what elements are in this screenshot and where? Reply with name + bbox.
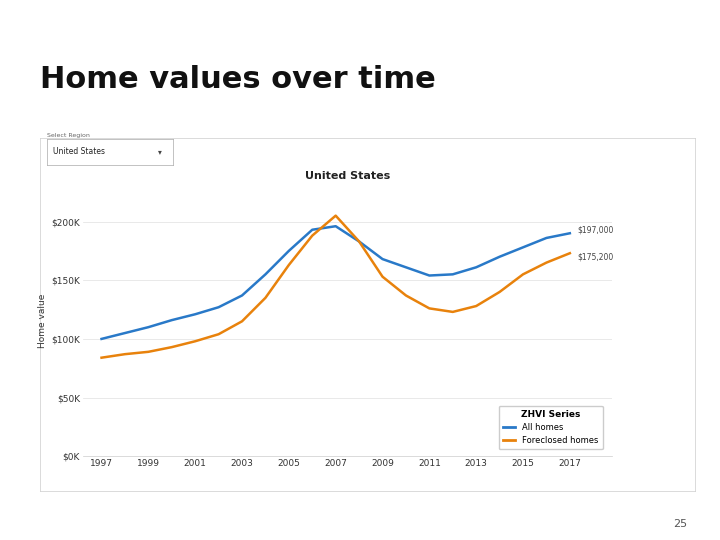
Y-axis label: Home value: Home value [38, 294, 47, 348]
Text: United States: United States [53, 147, 105, 156]
Title: United States: United States [305, 171, 390, 181]
Text: 25: 25 [673, 519, 688, 529]
Text: $197,000: $197,000 [577, 225, 613, 234]
Text: ▾: ▾ [158, 147, 161, 156]
Text: Home values over time: Home values over time [40, 65, 436, 94]
Text: $175,200: $175,200 [577, 252, 613, 261]
Text: Select Region: Select Region [47, 133, 90, 138]
Legend: All homes, Foreclosed homes: All homes, Foreclosed homes [499, 406, 603, 449]
